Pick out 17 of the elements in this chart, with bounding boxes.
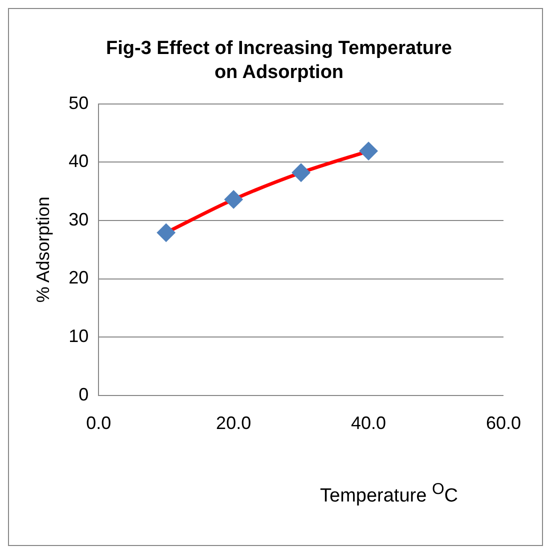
y-tick-label: 20 — [68, 268, 89, 288]
point — [224, 190, 242, 208]
y-tick-label: 0 — [78, 384, 89, 404]
y-tick-label: 50 — [68, 92, 89, 113]
y-tick-label: 10 — [68, 326, 89, 346]
x-tick-label: 0.0 — [86, 413, 112, 434]
point — [292, 164, 310, 182]
x-tick-label: 20.0 — [216, 413, 252, 434]
point — [157, 224, 175, 242]
x-tick-label: 60.0 — [486, 413, 522, 434]
chart-title: Fig-3 Effect of Increasing Temperature on Adsorption — [105, 37, 453, 85]
y-tick-label: 30 — [68, 209, 89, 230]
point — [360, 142, 378, 160]
y-tick-label: 40 — [68, 151, 89, 172]
x-tick-label: 40.0 — [351, 413, 386, 434]
x-axis-title: Temperature $^{O}$C — [319, 481, 459, 508]
y-axis-title: % Adsorption — [32, 196, 53, 303]
